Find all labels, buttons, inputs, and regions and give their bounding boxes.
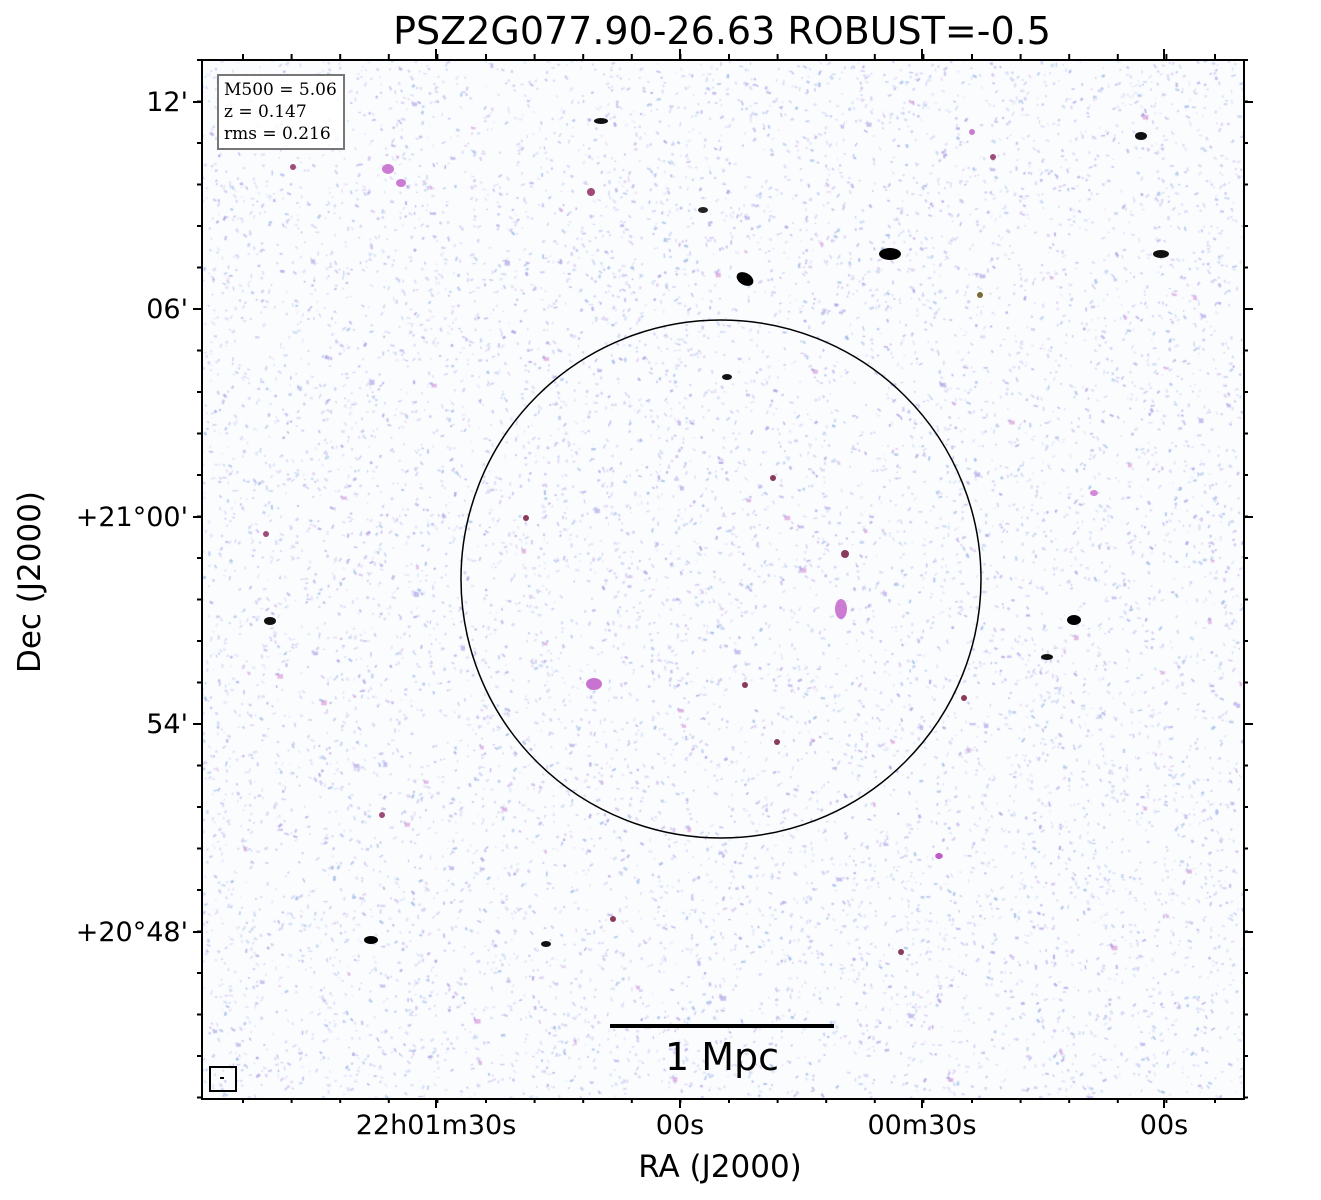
beam-ellipse bbox=[220, 1077, 224, 1079]
y-tick-label: +21°00' bbox=[75, 502, 188, 533]
r500-circle bbox=[460, 319, 982, 839]
radio-source bbox=[722, 374, 732, 380]
beam-icon bbox=[209, 1066, 237, 1092]
radio-sources-layer bbox=[263, 118, 1169, 955]
y-tick-label: 06' bbox=[146, 294, 188, 325]
radio-source bbox=[264, 617, 276, 625]
cluster-info-box: M500 = 5.06 z = 0.147 rms = 0.216 bbox=[217, 74, 345, 150]
radio-source bbox=[541, 941, 551, 947]
radio-source bbox=[523, 515, 529, 521]
radio-source bbox=[290, 164, 296, 170]
x-tick-label: 00m30s bbox=[867, 1110, 977, 1141]
redshift-text: z = 0.147 bbox=[224, 102, 307, 122]
radio-source bbox=[961, 695, 967, 701]
radio-source bbox=[736, 272, 754, 286]
scale-bar bbox=[610, 1024, 834, 1028]
radio-source bbox=[1153, 250, 1169, 258]
x-tick-label: 22h01m30s bbox=[355, 1110, 517, 1141]
radio-sources bbox=[263, 118, 1169, 955]
radio-source bbox=[1135, 132, 1147, 140]
y-axis-title: Dec (J2000) bbox=[12, 490, 48, 674]
radio-source bbox=[586, 678, 602, 690]
radio-source bbox=[382, 164, 394, 174]
radio-source bbox=[379, 812, 385, 818]
radio-source bbox=[742, 682, 748, 688]
radio-source bbox=[698, 207, 708, 213]
radio-source bbox=[587, 188, 595, 196]
radio-source bbox=[990, 154, 996, 160]
radio-source bbox=[396, 179, 406, 187]
radio-source bbox=[263, 531, 269, 537]
radio-source bbox=[898, 949, 904, 955]
x-tick-label: 00s bbox=[1139, 1110, 1189, 1141]
radio-source bbox=[594, 118, 608, 124]
radio-source bbox=[879, 248, 901, 260]
radio-source bbox=[1067, 615, 1081, 625]
figure-title: PSZ2G077.90-26.63 ROBUST=-0.5 bbox=[393, 9, 1051, 53]
rms-text: rms = 0.216 bbox=[224, 124, 331, 144]
radio-source bbox=[1090, 490, 1098, 496]
radio-noise-map bbox=[201, 59, 1243, 1098]
radio-source bbox=[969, 129, 975, 135]
radio-image-panel bbox=[201, 59, 1243, 1098]
x-tick-label: 00s bbox=[655, 1110, 705, 1141]
mass-text: M500 = 5.06 bbox=[224, 80, 337, 100]
radio-source bbox=[841, 550, 849, 558]
radio-source bbox=[977, 292, 983, 298]
scale-bar-label: 1 Mpc bbox=[664, 1035, 780, 1079]
radio-source bbox=[774, 739, 780, 745]
radio-source bbox=[1041, 654, 1053, 660]
y-tick-label: 12' bbox=[146, 87, 188, 118]
y-tick-label: 54' bbox=[146, 709, 188, 740]
radio-source bbox=[770, 475, 776, 481]
radio-source bbox=[936, 853, 942, 859]
radio-source bbox=[610, 916, 616, 922]
radio-source bbox=[364, 936, 378, 944]
radio-source bbox=[835, 599, 847, 619]
y-tick-label: +20°48' bbox=[75, 917, 188, 948]
x-axis-title: RA (J2000) bbox=[638, 1149, 802, 1185]
